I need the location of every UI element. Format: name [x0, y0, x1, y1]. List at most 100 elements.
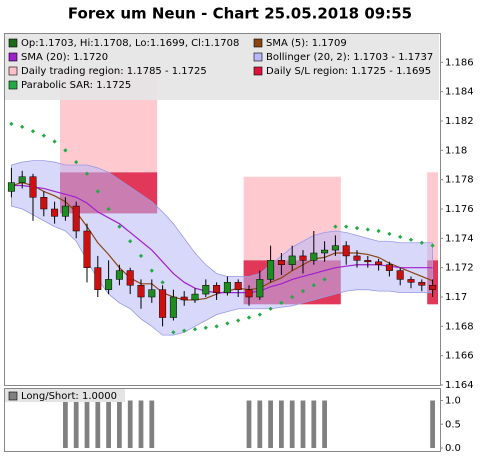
candle-body — [234, 282, 242, 290]
legend-box — [5, 389, 125, 402]
y-tick-label: 1.184 — [445, 87, 474, 98]
sar-dot — [279, 300, 284, 305]
sar-dot — [408, 237, 414, 242]
bar — [63, 400, 68, 448]
bar — [117, 400, 122, 448]
sar-dot — [225, 321, 230, 326]
sar-dot — [117, 224, 122, 229]
y-tick-label: 1.178 — [445, 175, 474, 186]
y-tick-label: 1.172 — [445, 263, 474, 274]
legend-label: Op:1.1703, Hi:1.1708, Lo:1.1699, Cl:1.17… — [21, 38, 239, 49]
candle-body — [299, 255, 307, 261]
bar — [268, 400, 273, 448]
bar — [430, 400, 435, 448]
sar-dot — [322, 277, 327, 282]
bar — [289, 400, 295, 448]
sar-dot — [149, 268, 154, 273]
bar — [95, 400, 101, 448]
sar-dot — [419, 240, 424, 245]
bar — [106, 400, 111, 448]
candle-body — [407, 279, 415, 283]
candle-body — [94, 267, 102, 290]
candle-body — [159, 289, 167, 318]
sar-dot — [387, 231, 392, 237]
bar — [73, 400, 79, 448]
legend-swatch — [253, 66, 263, 76]
candle-body — [202, 285, 210, 295]
candle-body — [105, 279, 113, 290]
sar-dot — [236, 318, 241, 323]
candle-body — [245, 289, 253, 298]
legend-label: Parabolic SAR: 1.1725 — [21, 80, 131, 91]
sar-dot — [246, 315, 252, 320]
legend-label: Daily trading region: 1.1785 - 1.1725 — [21, 66, 207, 77]
y-tick-label: 1.186 — [445, 57, 474, 68]
y-tick-label: 1.166 — [445, 351, 474, 362]
candle-body — [61, 205, 69, 217]
sar-dot — [344, 224, 349, 229]
sar-dot — [41, 133, 46, 138]
sar-dot — [398, 234, 403, 239]
y-tick-label: 1.17 — [445, 292, 467, 303]
candle-body — [83, 230, 91, 268]
candle-body — [126, 270, 134, 286]
candle-body — [331, 245, 339, 251]
sar-dot — [95, 189, 100, 194]
bar — [84, 400, 90, 448]
sar-dot — [376, 228, 381, 234]
sar-dot — [74, 159, 79, 165]
candle-body — [18, 176, 26, 183]
sar-dot — [430, 243, 435, 248]
sar-dot — [214, 324, 219, 329]
bar — [300, 400, 306, 448]
candle-body — [223, 282, 231, 293]
sar-dot — [311, 283, 316, 288]
y-tick-label: 1.176 — [445, 204, 474, 215]
bar — [127, 400, 133, 448]
candle-body — [51, 208, 59, 217]
candle-body — [169, 296, 177, 318]
bar — [257, 400, 263, 448]
candle-body — [385, 264, 393, 271]
legend-label: SMA (20): 1.1720 — [21, 52, 108, 63]
candle-body — [353, 255, 361, 261]
sar-dot — [138, 253, 144, 259]
sar-dot — [84, 171, 90, 176]
candle-body — [418, 282, 426, 286]
legend-swatch — [253, 52, 263, 62]
sar-dot — [333, 224, 338, 229]
legend-label: SMA (5): 1.1709 — [266, 38, 347, 49]
candle-body — [396, 270, 404, 280]
sar-dot — [257, 312, 262, 317]
candle-body — [256, 279, 264, 298]
legend-swatch — [253, 38, 263, 48]
sar-dot — [30, 129, 36, 134]
candle-body — [72, 205, 80, 232]
y-tick-label: 1.0 — [445, 396, 461, 407]
candle-body — [40, 197, 48, 210]
candle-body — [213, 285, 221, 293]
bar — [138, 400, 144, 448]
bar — [311, 400, 317, 448]
y-tick-label: 0.5 — [445, 419, 461, 430]
sar-dot — [106, 206, 111, 212]
bar — [246, 400, 252, 448]
legend-label: Daily S/L region: 1.1725 - 1.1695 — [266, 66, 431, 77]
sar-dot — [365, 227, 370, 232]
sar-dot — [20, 124, 25, 129]
y-tick-label: 1.182 — [445, 116, 474, 127]
bar — [279, 400, 284, 448]
y-tick-label: 0.0 — [445, 443, 461, 454]
sar-dot — [63, 148, 68, 153]
y-tick-label: 1.164 — [445, 380, 474, 391]
bar — [149, 400, 155, 448]
candle-body — [364, 260, 372, 263]
legend-swatch — [8, 391, 18, 401]
candle-body — [7, 182, 15, 192]
candle-body — [180, 296, 188, 301]
candle-body — [429, 285, 437, 290]
candle-body — [148, 289, 156, 298]
y-tick-label: 1.174 — [445, 233, 474, 244]
sar-dot — [171, 330, 176, 335]
